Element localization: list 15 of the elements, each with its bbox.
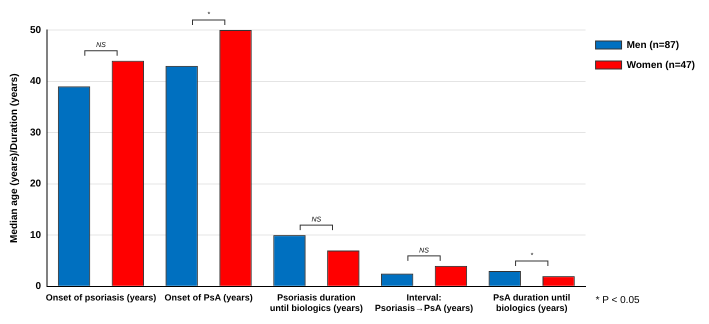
y-tick-label: 50 [30, 24, 42, 36]
text: * P < 0.05 [596, 295, 640, 306]
legend-label: Women (n=47) [626, 60, 695, 71]
x-tick-label: PsA duration until biologics (years) [493, 292, 570, 314]
y-tick-label: 40 [30, 76, 42, 88]
y-tick-label: 10 [30, 230, 42, 241]
y-axis-title: Median age (years)/Duration (years) [8, 73, 20, 243]
y-tick-label: 30 [30, 127, 42, 138]
x-tick-label: Onset of PsA (years) [164, 292, 253, 302]
x-tick-label: Psoriasis duration until biologics (years) [270, 292, 363, 314]
x-tick-label: Interval: Psoriasis→PsA (years) [374, 292, 474, 314]
x-tick-label: Onset of psoriasis (years) [46, 292, 156, 302]
y-tick-label: 20 [30, 178, 42, 190]
y-tick-label: 0 [36, 281, 42, 292]
legend-label: Men (n=87) [626, 40, 680, 51]
